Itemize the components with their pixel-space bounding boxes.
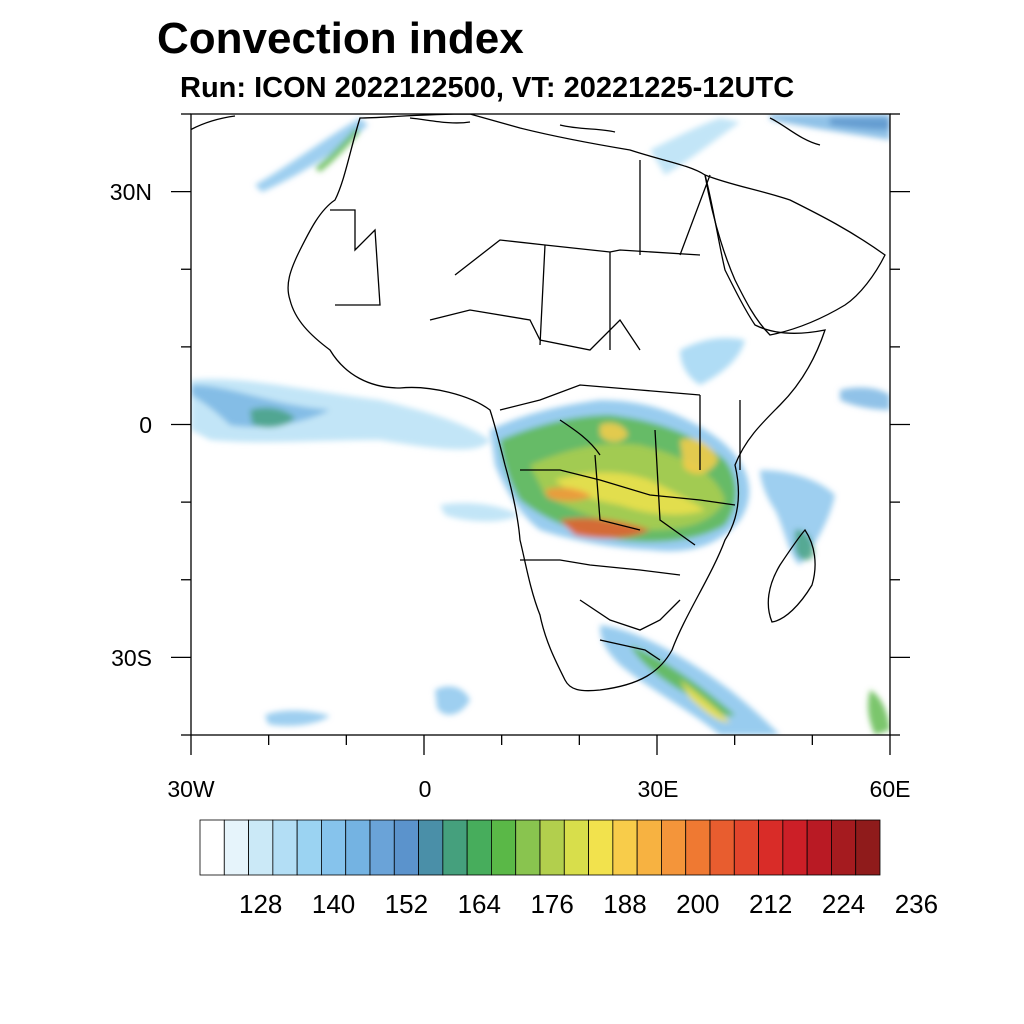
colorbar-swatch bbox=[758, 819, 784, 876]
colorbar-label: 236 bbox=[894, 889, 939, 919]
colorbar-label: 224 bbox=[821, 889, 866, 919]
colorbar bbox=[199, 819, 881, 876]
colorbar-swatch bbox=[199, 819, 225, 876]
colorbar-swatch bbox=[272, 819, 298, 876]
colorbar-label: 200 bbox=[676, 889, 720, 919]
y-tick-label-30n: 30N bbox=[109, 179, 152, 205]
colorbar-label: 212 bbox=[749, 889, 793, 919]
colorbar-swatch bbox=[539, 819, 565, 876]
x-tick-label-30e: 30E bbox=[637, 776, 679, 802]
colorbar-label: 152 bbox=[384, 889, 429, 919]
colorbar-swatch bbox=[248, 819, 274, 876]
colorbar-swatch bbox=[369, 819, 395, 876]
colorbar-label: 176 bbox=[530, 889, 574, 919]
colorbar-swatch bbox=[515, 819, 541, 876]
y-tick-label-0: 0 bbox=[139, 412, 152, 438]
colorbar-swatch bbox=[661, 819, 687, 876]
colorbar-label: 164 bbox=[457, 889, 501, 919]
colorbar-swatch bbox=[466, 819, 492, 876]
colorbar-swatch bbox=[345, 819, 371, 876]
x-tick-label-60e: 60E bbox=[869, 776, 911, 802]
x-tick-label-0: 0 bbox=[418, 776, 432, 802]
colorbar-swatch bbox=[491, 819, 517, 876]
colorbar-swatch bbox=[563, 819, 589, 876]
colorbar-swatch bbox=[223, 819, 249, 876]
run-subtitle: Run: ICON 2022122500, VT: 20221225-12UTC bbox=[180, 72, 795, 104]
map-title: Convection index bbox=[157, 14, 524, 63]
colorbar-swatch bbox=[685, 819, 711, 876]
colorbar-swatch bbox=[806, 819, 832, 876]
colorbar-swatch bbox=[733, 819, 759, 876]
colorbar-swatch bbox=[588, 819, 614, 876]
y-tick-label-30s: 30S bbox=[111, 645, 152, 671]
colorbar-swatch bbox=[855, 819, 881, 876]
colorbar-label: 188 bbox=[603, 889, 647, 919]
colorbar-swatch bbox=[321, 819, 347, 876]
colorbar-swatch bbox=[296, 819, 322, 876]
convection-field bbox=[191, 114, 890, 735]
colorbar-swatch bbox=[709, 819, 735, 876]
colorbar-swatch bbox=[442, 819, 468, 876]
colorbar-swatch bbox=[612, 819, 638, 876]
colorbar-label: 128 bbox=[239, 889, 283, 919]
colorbar-swatch bbox=[782, 819, 808, 876]
colorbar-label: 140 bbox=[311, 889, 356, 919]
x-tick-label-30w: 30W bbox=[167, 776, 215, 802]
colorbar-swatch bbox=[418, 819, 444, 876]
colorbar-swatch bbox=[831, 819, 857, 876]
coastlines-borders bbox=[191, 114, 886, 692]
colorbar-swatch bbox=[393, 819, 419, 876]
axis-ticks bbox=[171, 113, 910, 755]
colorbar-swatch bbox=[636, 819, 662, 876]
